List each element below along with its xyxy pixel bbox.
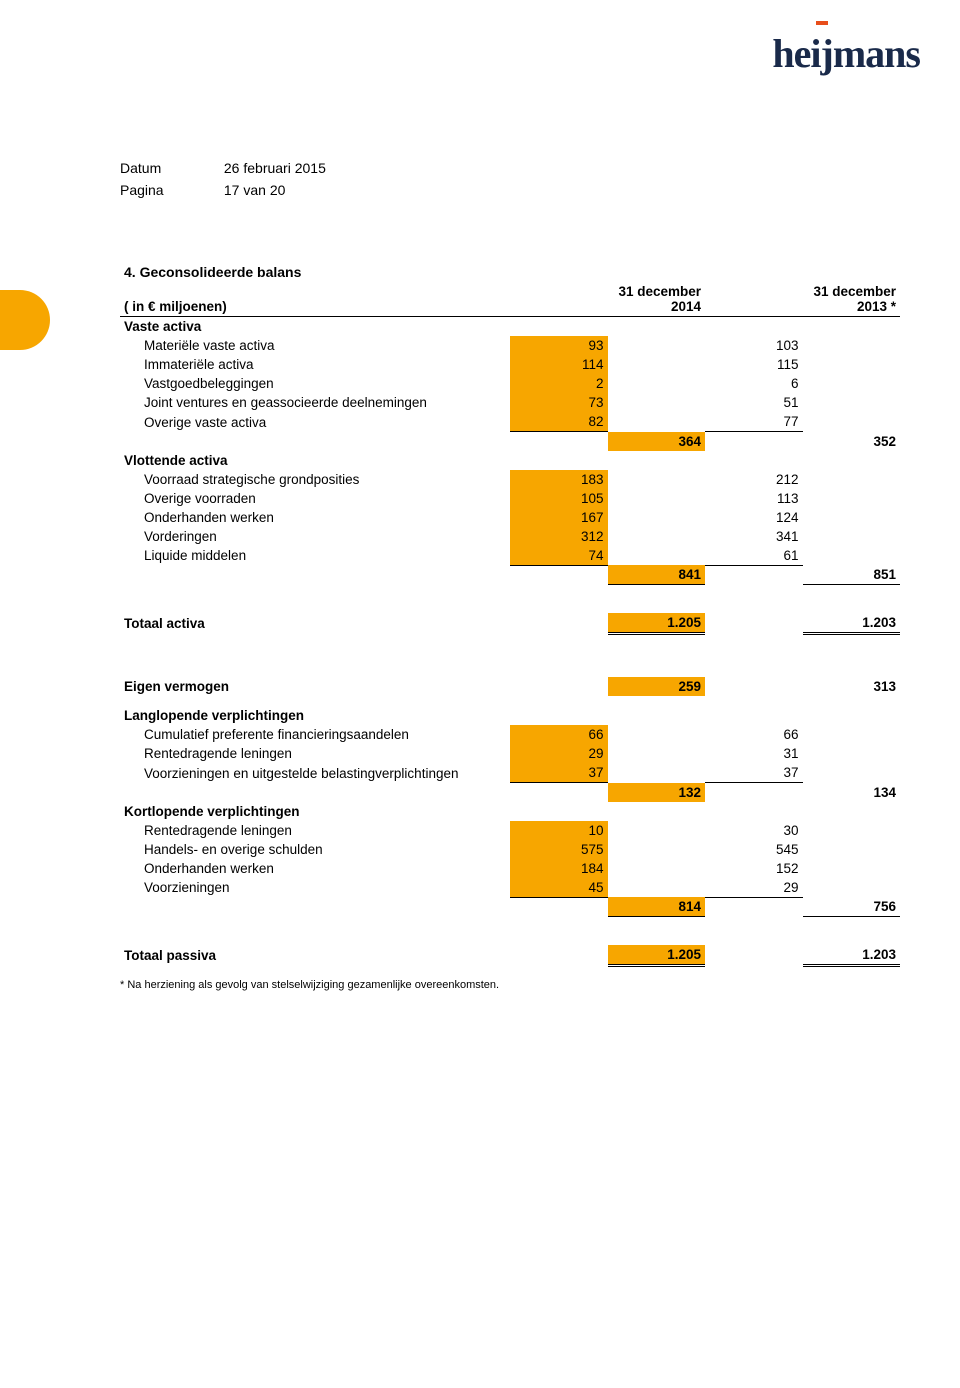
- eigen-vermogen-row: Eigen vermogen 259 313: [120, 677, 900, 696]
- table-row: Cumulatief preferente financieringsaande…: [120, 725, 900, 744]
- table-row: Overige voorraden 105 113: [120, 489, 900, 508]
- table-row: Immateriële activa 114 115: [120, 355, 900, 374]
- vaste-activa-heading: Vaste activa: [120, 317, 510, 337]
- meta-date-label: Datum: [120, 160, 220, 176]
- langlopende-heading: Langlopende verplichtingen: [120, 706, 510, 725]
- table-row: Voorzieningen en uitgestelde belastingve…: [120, 763, 900, 783]
- vlottende-activa-heading: Vlottende activa: [120, 451, 510, 470]
- meta-date-value: 26 februari 2015: [224, 160, 326, 176]
- col-header-1: 31 december 2014: [608, 282, 706, 317]
- subtotal-row: 814 756: [120, 897, 900, 917]
- table-row: Onderhanden werken 167 124: [120, 508, 900, 527]
- logo: heijmans: [772, 30, 920, 77]
- table-row: Vorderingen 312 341: [120, 527, 900, 546]
- kortlopende-heading: Kortlopende verplichtingen: [120, 802, 510, 821]
- subtotal-row: 841 851: [120, 565, 900, 585]
- subtotal-row: 364 352: [120, 432, 900, 451]
- table-row: Rentedragende leningen 29 31: [120, 744, 900, 763]
- subtotal-row: 132 134: [120, 783, 900, 802]
- footnote: * Na herziening als gevolg van stelselwi…: [120, 979, 900, 991]
- units-label: ( in € miljoenen): [120, 282, 510, 317]
- table-row: Rentedragende leningen 10 30: [120, 821, 900, 840]
- col-header-2: 31 december 2013 *: [803, 282, 901, 317]
- side-accent: [0, 290, 50, 350]
- meta-page-label: Pagina: [120, 182, 220, 198]
- table-row: Overige vaste activa 82 77: [120, 412, 900, 432]
- table-row: Voorzieningen 45 29: [120, 878, 900, 898]
- table-row: Voorraad strategische grondposities 183 …: [120, 470, 900, 489]
- totaal-passiva-row: Totaal passiva 1.205 1.203: [120, 945, 900, 966]
- table-row: Vastgoedbeleggingen 2 6: [120, 374, 900, 393]
- balance-table: 4. Geconsolideerde balans ( in € miljoen…: [120, 258, 900, 967]
- page-content: Datum 26 februari 2015 Pagina 17 van 20 …: [120, 160, 900, 991]
- table-title: 4. Geconsolideerde balans: [120, 258, 510, 282]
- column-headers: ( in € miljoenen) 31 december 2014 31 de…: [120, 282, 900, 317]
- totaal-activa-row: Totaal activa 1.205 1.203: [120, 613, 900, 634]
- table-row: Onderhanden werken 184 152: [120, 859, 900, 878]
- page-meta: Datum 26 februari 2015 Pagina 17 van 20: [120, 160, 900, 198]
- meta-page-value: 17 van 20: [224, 182, 286, 198]
- table-row: Handels- en overige schulden 575 545: [120, 840, 900, 859]
- table-row: Liquide middelen 74 61: [120, 546, 900, 566]
- table-row: Materiële vaste activa 93 103: [120, 336, 900, 355]
- table-row: Joint ventures en geassocieerde deelnemi…: [120, 393, 900, 412]
